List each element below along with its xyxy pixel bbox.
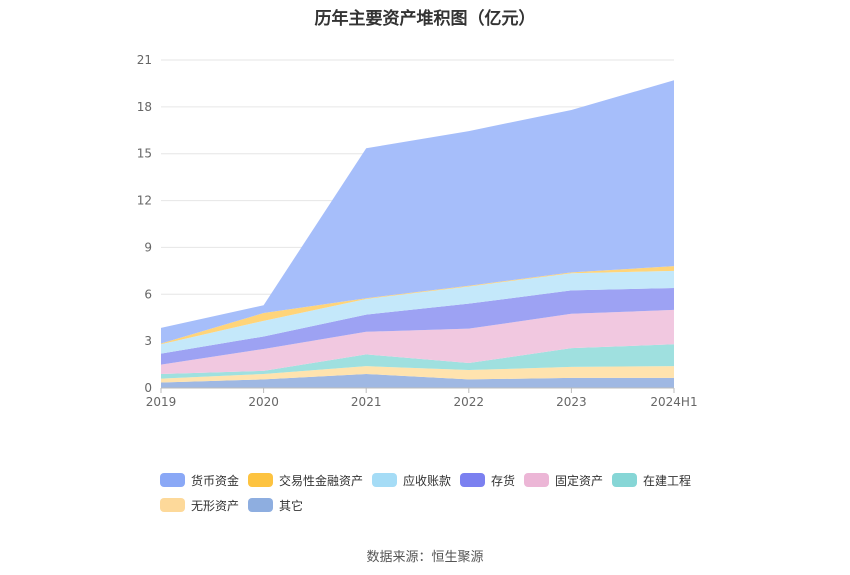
legend-item[interactable]: 应收账款 (372, 472, 451, 488)
chart-title: 历年主要资产堆积图（亿元） (314, 9, 536, 29)
y-tick-label: 9 (144, 240, 152, 254)
data-source: 数据来源：恒生聚源 (366, 550, 484, 565)
legend-swatch (160, 498, 185, 512)
legend-swatch (460, 473, 485, 487)
y-tick-label: 21 (137, 53, 152, 67)
legend-swatch (160, 473, 185, 487)
legend-item[interactable]: 在建工程 (612, 472, 691, 488)
area-series (161, 309, 674, 374)
legend-item[interactable]: 交易性金融资产 (248, 472, 363, 488)
y-tick-label: 18 (137, 100, 152, 114)
y-tick-label: 12 (137, 194, 152, 208)
legend-item[interactable]: 固定资产 (524, 472, 603, 488)
legend-swatch (248, 498, 273, 512)
x-tick-label: 2021 (351, 395, 382, 409)
legend-label: 在建工程 (643, 473, 692, 488)
legend-label: 固定资产 (555, 473, 604, 488)
legend-item[interactable]: 存货 (460, 472, 515, 488)
legend-label: 应收账款 (403, 473, 452, 488)
legend-label: 无形资产 (191, 498, 240, 513)
y-tick-label: 3 (144, 334, 152, 348)
x-tick-label: 2020 (248, 395, 279, 409)
area-series (161, 344, 674, 379)
legend-label: 交易性金融资产 (279, 473, 364, 488)
x-tick-label: 2024H1 (650, 395, 697, 409)
x-tick-label: 2022 (454, 395, 485, 409)
y-tick-label: 0 (144, 381, 152, 395)
legend-item[interactable]: 无形资产 (160, 497, 239, 513)
legend-swatch (248, 473, 273, 487)
x-tick-label: 2023 (556, 395, 587, 409)
legend-item[interactable]: 其它 (248, 497, 303, 513)
area-series (161, 270, 674, 354)
legend-swatch (372, 473, 397, 487)
legend-label: 货币资金 (191, 473, 240, 488)
area-series (161, 366, 674, 383)
legend-label: 其它 (279, 498, 304, 513)
y-tick-label: 6 (144, 287, 152, 301)
stacked-area-chart: 0 3 6 9 12 15 18 21 2019 2020 2021 2022 2023 2024H1 (137, 53, 698, 409)
y-tick-label: 15 (137, 147, 152, 161)
legend-swatch (612, 473, 637, 487)
legend-swatch (524, 473, 549, 487)
area-series (161, 373, 674, 388)
legend-label: 存货 (491, 473, 516, 488)
area-series (161, 80, 674, 344)
legend-item[interactable]: 货币资金 (160, 472, 239, 488)
area-series (161, 288, 674, 365)
x-tick-label: 2019 (146, 395, 177, 409)
